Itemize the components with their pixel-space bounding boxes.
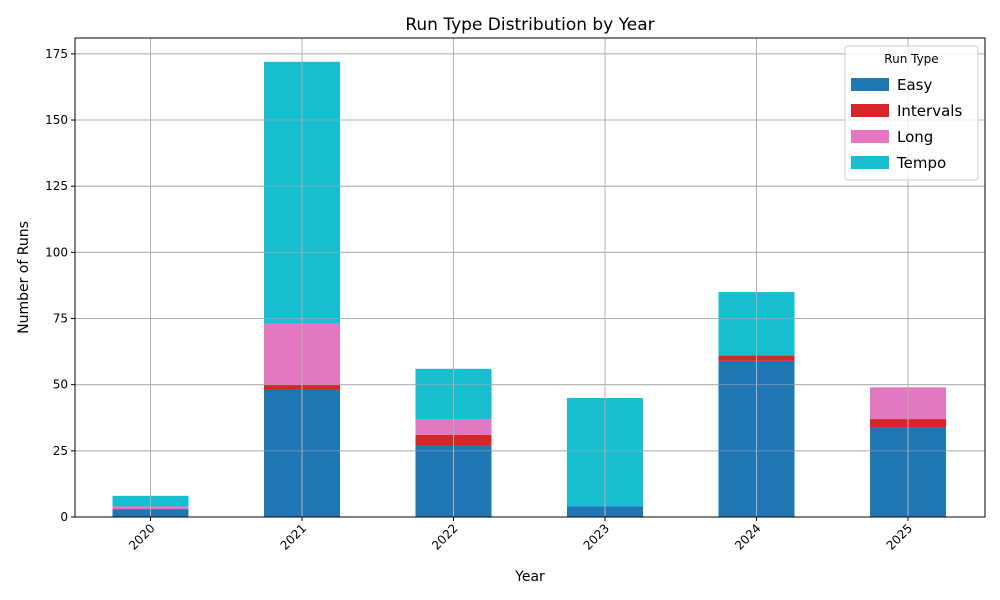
legend-label-tempo: Tempo — [896, 154, 946, 172]
gridlines-overlay — [75, 38, 985, 518]
x-tick-label: 2021 — [278, 521, 309, 552]
y-tick-label: 0 — [60, 510, 68, 524]
bars — [112, 61, 946, 517]
legend-label-long: Long — [897, 128, 933, 146]
y-tick-label: 175 — [45, 47, 68, 61]
legend: Run Type Easy Intervals Long Tempo — [844, 45, 979, 181]
legend-label-intervals: Intervals — [897, 102, 962, 120]
legend-label-easy: Easy — [897, 76, 932, 94]
x-tick-label: 2024 — [732, 521, 763, 552]
legend-swatch-intervals — [851, 104, 889, 117]
y-axis-title: Number of Runs — [16, 221, 32, 334]
y-tick-label: 100 — [45, 245, 68, 259]
x-axis-title: Year — [514, 569, 545, 585]
x-tick-label: 2023 — [581, 521, 612, 552]
x-tick-label: 2020 — [126, 521, 157, 552]
y-tick-label: 25 — [53, 444, 68, 458]
y-tick-label: 50 — [53, 378, 68, 392]
x-tick-label: 2022 — [429, 521, 460, 552]
y-tick-label: 150 — [45, 113, 68, 127]
x-tick-label: 2025 — [884, 521, 915, 552]
plot-frame — [74, 37, 986, 518]
legend-swatch-long — [851, 130, 889, 143]
y-tick-label: 125 — [45, 179, 68, 193]
legend-swatch-tempo — [851, 156, 889, 169]
chart-title: Run Type Distribution by Year — [405, 15, 654, 35]
legend-swatch-easy — [851, 78, 889, 91]
y-tick-label: 75 — [53, 312, 68, 326]
legend-title: Run Type — [884, 52, 938, 66]
